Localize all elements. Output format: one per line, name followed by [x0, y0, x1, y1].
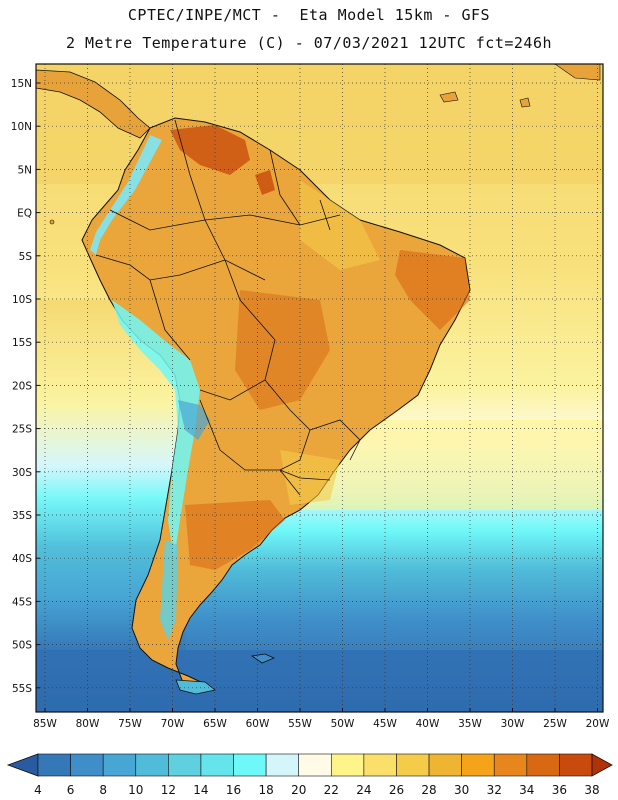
colorbar-label: 30	[454, 783, 469, 797]
colorbar-label: 6	[67, 783, 75, 797]
andes-north	[90, 135, 162, 255]
lon-label-50W: 50W	[331, 718, 355, 730]
title-line-2: 2 Metre Temperature (C) - 07/03/2021 12U…	[65, 34, 553, 52]
colorbar-label: 36	[552, 783, 567, 797]
lon-label-55W: 55W	[288, 718, 312, 730]
colorbar-box	[265, 753, 300, 777]
colorbar-box	[298, 753, 332, 777]
lon-label-35W: 35W	[458, 718, 482, 730]
colorbar-label: 12	[161, 783, 176, 797]
lat-label-10N: 10N	[11, 121, 32, 133]
country-borders	[95, 119, 361, 496]
lon-label-25W: 25W	[543, 718, 567, 730]
map-field	[36, 64, 603, 712]
lat-label-15S: 15S	[12, 337, 32, 349]
lon-label-20W: 20W	[586, 718, 610, 730]
lon-label-85W: 85W	[33, 718, 57, 730]
lon-label-70W: 70W	[161, 718, 185, 730]
lon-label-75W: 75W	[118, 718, 142, 730]
lat-label-35S: 35S	[12, 510, 32, 522]
lat-label-30S: 30S	[12, 467, 32, 479]
colorbar-label: 26	[389, 783, 404, 797]
lat-label-25S: 25S	[12, 424, 32, 436]
lon-label-40W: 40W	[416, 718, 440, 730]
colorbar-box	[200, 753, 234, 777]
lat-label-50S: 50S	[12, 640, 32, 652]
colorbar-box	[461, 753, 495, 777]
andes-central	[112, 300, 200, 560]
colorbar-label: 32	[487, 783, 502, 797]
lat-label-5S: 5S	[19, 251, 33, 263]
colorbar-arrow-right	[591, 753, 613, 777]
colorbar-label: 20	[291, 783, 306, 797]
colorbar-box	[70, 753, 104, 777]
latitude-axis: 15N 10N 5N EQ 5S 10S 15S 20S 25S 30S 35S 40S 45S 50S 5…	[11, 78, 40, 695]
lon-label-30W: 30W	[501, 718, 525, 730]
colorbar-label: 10	[128, 783, 143, 797]
map-frame	[35, 63, 604, 713]
lat-label-10S: 10S	[12, 294, 32, 306]
longitude-axis: 85W 80W 75W 70W 65W 60W 55W 50W 45W 40W 35W 30W 25W 2…	[33, 708, 610, 730]
central-america	[36, 69, 151, 139]
lat-label-EQ: EQ	[17, 208, 32, 220]
colorbar-box	[428, 753, 462, 777]
colorbar-label: 24	[356, 783, 371, 797]
colorbar-box	[526, 753, 560, 777]
colorbar: 4 6 8 10 12 14 16 18 20 22 24 26 28 30 32 34 36 38	[6, 753, 613, 797]
lon-label-45W: 45W	[373, 718, 397, 730]
colorbar-box	[135, 753, 169, 777]
lat-label-5N: 5N	[17, 164, 32, 176]
colorbar-label: 16	[226, 783, 241, 797]
colorbar-box	[233, 753, 267, 777]
colorbar-box	[330, 753, 365, 777]
colorbar-box	[396, 753, 430, 777]
colorbar-box	[493, 753, 528, 777]
colorbar-label: 38	[584, 783, 599, 797]
colorbar-label: 4	[34, 783, 42, 797]
colorbar-box	[363, 753, 397, 777]
colorbar-label: 28	[421, 783, 436, 797]
lat-label-45S: 45S	[12, 596, 32, 608]
lon-label-60W: 60W	[246, 718, 270, 730]
lat-label-40S: 40S	[12, 553, 32, 565]
graticule	[36, 64, 603, 712]
colorbar-box	[168, 753, 202, 777]
colorbar-label: 14	[193, 783, 208, 797]
colorbar-box	[37, 753, 71, 777]
lon-label-80W: 80W	[76, 718, 100, 730]
colorbar-label: 8	[99, 783, 107, 797]
lat-label-20S: 20S	[12, 380, 32, 392]
colorbar-box	[102, 753, 137, 777]
colorbar-label: 18	[258, 783, 273, 797]
lon-label-65W: 65W	[203, 718, 227, 730]
colorbar-label: 22	[324, 783, 339, 797]
colorbar-label: 34	[519, 783, 534, 797]
title-line-1: CPTEC/INPE/MCT - Eta Model 15km - GFS	[127, 6, 491, 24]
lat-label-55S: 55S	[12, 683, 32, 695]
colorbar-arrow-left	[6, 753, 39, 777]
colorbar-box	[559, 753, 593, 777]
lat-label-15N: 15N	[11, 78, 32, 90]
